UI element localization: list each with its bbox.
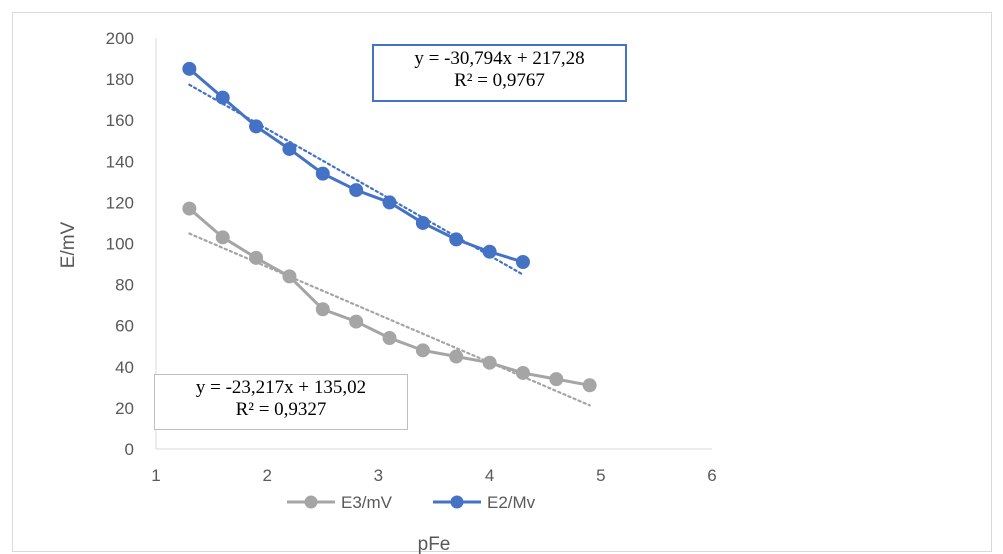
x-tick-label: 1	[151, 466, 160, 485]
data-point-e2	[515, 254, 530, 269]
trendline-equation-e3: y = -23,217x + 135,02	[195, 377, 367, 398]
data-point-e3	[449, 349, 464, 364]
y-tick-label: 20	[115, 399, 134, 418]
data-point-e3	[582, 378, 597, 393]
y-tick-label: 40	[115, 358, 134, 377]
y-tick-label: 120	[106, 193, 134, 212]
y-tick-label: 140	[106, 152, 134, 171]
r-squared-e3: R² = 0,9327	[235, 399, 327, 420]
data-point-e3	[549, 372, 564, 387]
x-tick-label: 3	[374, 466, 383, 485]
chart-area	[12, 12, 992, 552]
y-tick-label: 80	[115, 276, 134, 295]
data-point-e3	[249, 250, 264, 265]
data-point-e2	[349, 183, 364, 198]
data-point-e3	[215, 230, 230, 245]
legend-e2-marker	[450, 495, 464, 509]
y-tick-label: 160	[106, 111, 134, 130]
data-point-e3	[415, 343, 430, 358]
trendlines	[188, 83, 591, 407]
data-point-e2	[215, 90, 230, 105]
data-point-e2	[182, 61, 197, 76]
data-point-e3	[382, 331, 397, 346]
data-point-e2	[415, 215, 430, 230]
legend-e3-label: E3/mV	[341, 493, 393, 512]
series-line-e3	[188, 207, 590, 387]
data-point-e3	[515, 365, 530, 380]
x-tick-label: 2	[262, 466, 271, 485]
trendline-equation-box-e3: y = -23,217x + 135,02 R² = 0,9327	[154, 374, 408, 430]
y-tick-label: 60	[115, 317, 134, 336]
y-tick-label: 0	[125, 440, 134, 459]
trendline-equation-box-e2: y = -30,794x + 217,28 R² = 0,9767	[372, 44, 627, 102]
data-point-e3	[349, 314, 364, 329]
data-point-e2	[482, 244, 497, 259]
r-squared-e2: R² = 0,9767	[454, 70, 545, 91]
data-point-e2	[282, 141, 297, 156]
x-axis-title: pFe	[418, 534, 451, 554]
data-point-e2	[382, 195, 397, 210]
data-point-e3	[482, 355, 497, 370]
data-point-e3	[282, 269, 297, 284]
axes: 0 20 40 60 80 100 120 140 160 180 200 1 2 3 4 5 6	[106, 29, 717, 485]
data-point-e3	[315, 302, 330, 317]
data-point-e2	[449, 232, 464, 247]
y-tick-label: 100	[106, 235, 134, 254]
y-tick-label: 200	[106, 29, 134, 48]
legend: E3/mV E2/Mv	[287, 493, 536, 512]
data-point-e2	[249, 119, 264, 134]
y-tick-label: 180	[106, 70, 134, 89]
x-tick-label: 5	[596, 466, 605, 485]
trendline-equation-e2: y = -30,794x + 217,28	[414, 48, 585, 69]
series	[182, 61, 597, 393]
y-axis-title: E/mV	[58, 221, 79, 268]
legend-e2-label: E2/Mv	[487, 493, 536, 512]
data-point-e3	[182, 201, 197, 216]
x-tick-label: 6	[707, 466, 716, 485]
data-point-e2	[315, 166, 330, 181]
x-tick-label: 4	[485, 466, 494, 485]
legend-e3-marker	[304, 495, 318, 509]
